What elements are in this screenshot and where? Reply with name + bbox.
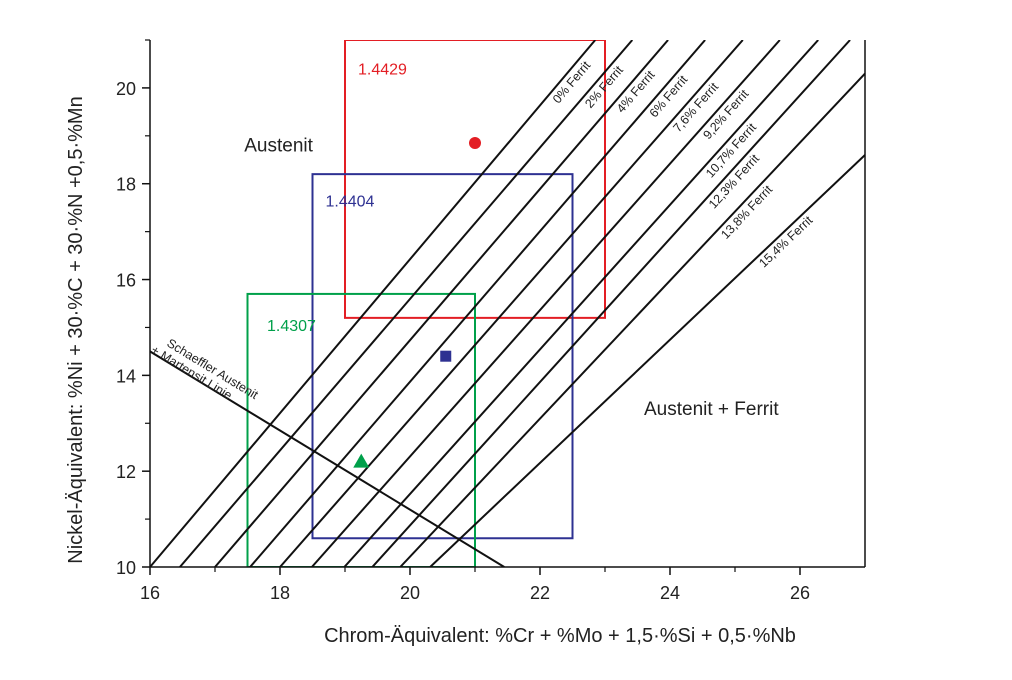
ferrite-line [249,40,706,567]
schaeffler-line [150,350,505,567]
region-annotation: Austenit [244,135,313,156]
x-tick-label: 18 [270,583,290,603]
x-tick-label: 20 [400,583,420,603]
ferrite-line [399,72,865,567]
x-axis-label: Chrom-Äquivalent: %Cr + %Mo + 1,5·%Si + … [324,625,796,647]
y-tick-label: 20 [116,79,136,99]
y-tick-label: 12 [116,462,136,482]
point [353,453,370,468]
x-tick-label: 16 [140,583,160,603]
y-axis-label: Nickel-Äquivalent: %Ni + 30·%C + 30·%N +… [65,96,87,563]
ferrite-label: 15,4% Ferrit [756,213,815,270]
point [469,137,481,150]
ferrite-line [279,40,744,567]
ferrite-line [371,40,851,567]
ferrite-line [150,40,597,567]
schaeffler-label: Schaeffler Austenit+ Martensit Linie [149,331,261,414]
x-tick-label: 24 [660,583,680,603]
region-label: 1.4404 [326,193,375,210]
ferrite-line [179,40,634,567]
x-tick-label: 22 [530,583,550,603]
y-tick-label: 18 [116,175,136,195]
region-label: 1.4307 [267,318,316,335]
plot-area [150,40,865,567]
ferrite-line [311,40,781,567]
region-annotation: Austenit + Ferrit [644,399,779,420]
y-tick-label: 16 [116,271,136,291]
region-box [246,292,476,567]
y-tick-label: 10 [116,558,136,578]
y-tick-label: 14 [116,366,136,386]
point [440,350,452,362]
ferrite-line [343,40,819,567]
region-box [311,173,574,540]
x-tick-label: 26 [790,583,810,603]
ferrite-line [429,154,865,567]
ferrite-line [214,40,669,567]
region-label: 1.4429 [358,62,407,79]
